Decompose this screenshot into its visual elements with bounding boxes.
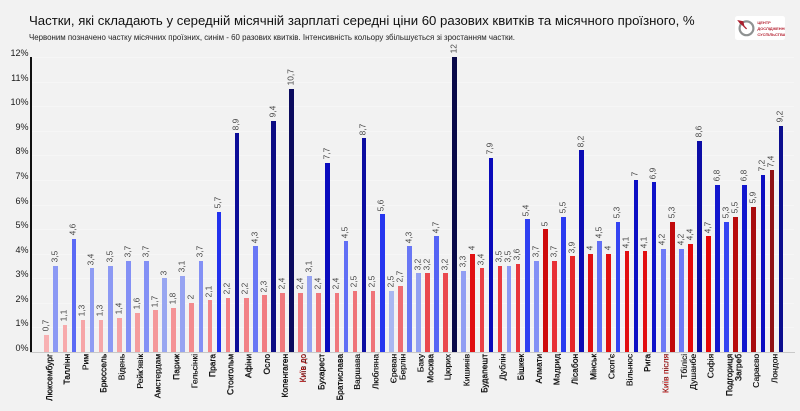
- svg-text:ДОСЛІДЖЕННЯ: ДОСЛІДЖЕННЯ: [757, 26, 785, 31]
- svg-text:ЦЕНТР: ЦЕНТР: [757, 20, 771, 25]
- svg-text:СУСПІЛЬСТВА: СУСПІЛЬСТВА: [757, 32, 785, 37]
